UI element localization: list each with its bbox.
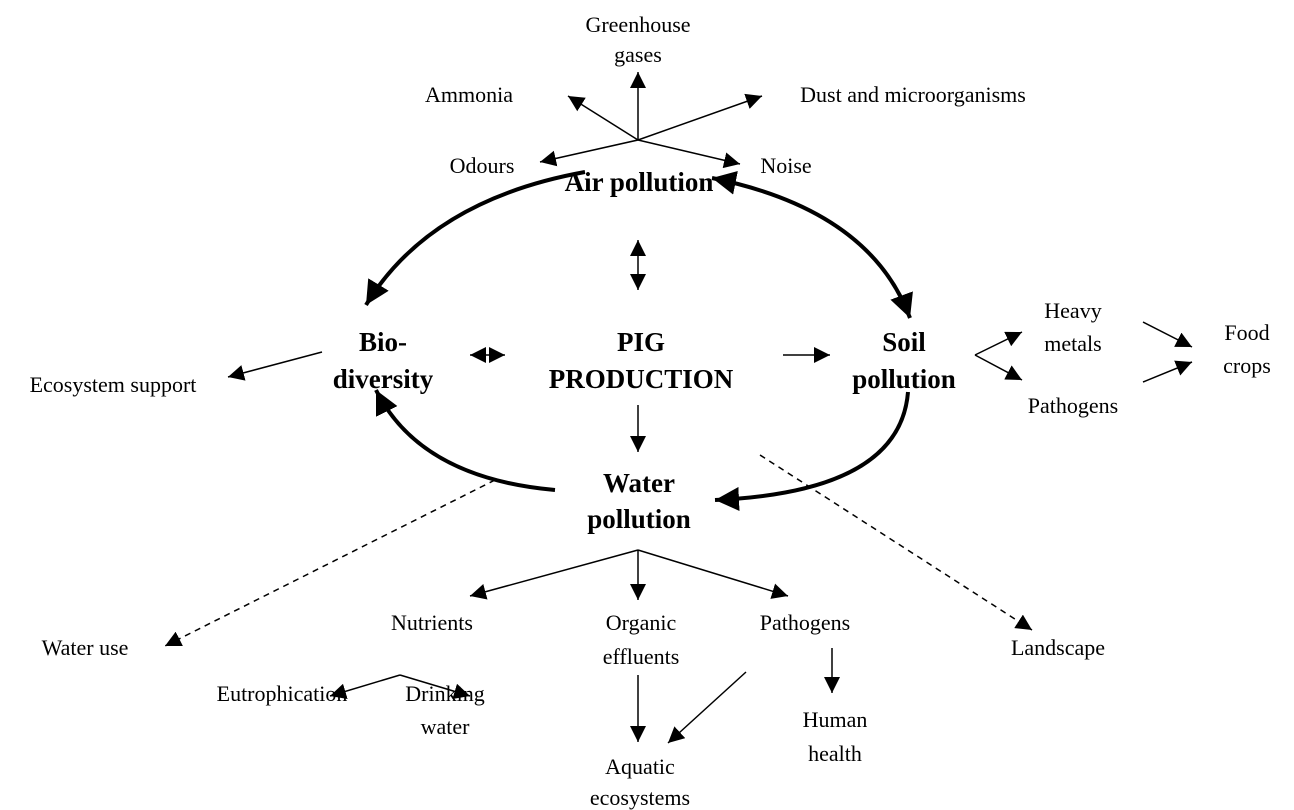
node-label: Greenhouse bbox=[585, 12, 690, 37]
node-label: Bio- bbox=[359, 327, 407, 357]
node-label: Organic bbox=[606, 610, 677, 635]
node-label: PIG bbox=[617, 327, 665, 357]
node-label: Heavy bbox=[1044, 298, 1101, 323]
node-label: ecosystems bbox=[590, 785, 690, 810]
node-label: Noise bbox=[760, 153, 811, 178]
node-label: Nutrients bbox=[391, 610, 473, 635]
node-label: crops bbox=[1223, 353, 1271, 378]
node-label: Odours bbox=[450, 153, 515, 178]
node-label: effluents bbox=[603, 644, 680, 669]
node-label: water bbox=[421, 714, 471, 739]
arrows bbox=[164, 72, 1193, 744]
node-label: pollution bbox=[852, 364, 956, 394]
node-label: Air pollution bbox=[565, 167, 714, 197]
node-label: Food bbox=[1224, 320, 1269, 345]
node-label: PRODUCTION bbox=[549, 364, 734, 394]
labels: Greenhouse gases Ammonia Dust and microorga… bbox=[30, 12, 1271, 810]
node-label: Ammonia bbox=[425, 82, 513, 107]
node-label: Drinking bbox=[405, 681, 484, 706]
node-label: Ecosystem support bbox=[30, 372, 197, 397]
node-label: diversity bbox=[333, 364, 434, 394]
node-label: metals bbox=[1044, 331, 1101, 356]
node-label: Soil bbox=[882, 327, 926, 357]
node-label: health bbox=[808, 741, 862, 766]
node-label: Aquatic bbox=[605, 754, 675, 779]
node-label: Dust and microorganisms bbox=[800, 82, 1026, 107]
node-label: Pathogens bbox=[1028, 393, 1118, 418]
node-label: Pathogens bbox=[760, 610, 850, 635]
node-label: gases bbox=[614, 42, 662, 67]
node-label: Water use bbox=[42, 635, 129, 660]
node-label: Eutrophication bbox=[217, 681, 348, 706]
node-label: Water bbox=[603, 468, 675, 498]
node-label: Landscape bbox=[1011, 635, 1105, 660]
node-label: Human bbox=[803, 707, 868, 732]
node-label: pollution bbox=[587, 504, 691, 534]
